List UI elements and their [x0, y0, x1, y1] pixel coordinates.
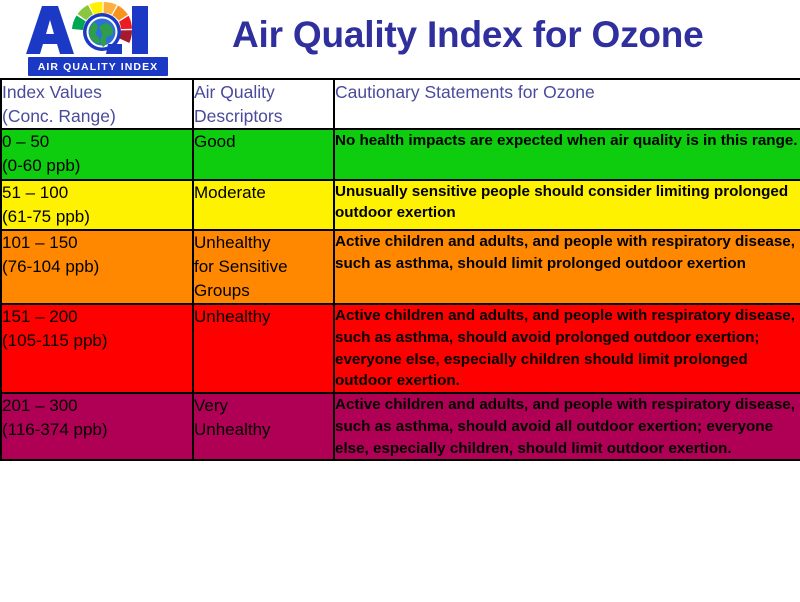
aqi-logo-graphic — [26, 2, 148, 54]
row-descriptor-unhealthy: Unhealthy — [192, 303, 335, 395]
column-header-descriptors-line1: Air Quality — [194, 82, 275, 102]
row-statement-moderate: Unusually sensitive people should consid… — [333, 178, 800, 231]
descriptor-line: for Sensitive — [194, 256, 288, 276]
table-header-row: Index Values (Conc. Range) Air Quality D… — [0, 77, 800, 131]
row-index-range-very-unhealthy: 201 – 300 (116-374 ppb) — [0, 392, 194, 462]
row-index-range-moderate: 51 – 100 (61-75 ppb) — [0, 178, 194, 231]
row-index-range-unhealthy: 151 – 200 (105-115 ppb) — [0, 303, 194, 395]
table-row: 51 – 100 (61-75 ppb) Moderate Unusually … — [0, 178, 800, 231]
index-range-value: 101 – 150 — [2, 232, 78, 252]
table-row: 101 – 150 (76-104 ppb) Unhealthy for Sen… — [0, 228, 800, 306]
row-statement-good: No health impacts are expected when air … — [333, 128, 800, 181]
descriptor-line: Unhealthy — [194, 232, 271, 252]
descriptor-line: Unhealthy — [194, 420, 271, 440]
slide-header: AIR QUALITY INDEX Air Quality Index for … — [0, 0, 800, 78]
row-statement-very-unhealthy: Active children and adults, and people w… — [333, 392, 800, 462]
table-row: 201 – 300 (116-374 ppb) Very Unhealthy A… — [0, 392, 800, 462]
row-descriptor-very-unhealthy: Very Unhealthy — [192, 392, 335, 462]
conc-range-value: (116-374 ppb) — [2, 420, 108, 440]
aqi-logo-banner-text: AIR QUALITY INDEX — [37, 60, 159, 73]
column-header-descriptors-line2: Descriptors — [194, 106, 283, 127]
index-range-value: 151 – 200 — [2, 307, 78, 327]
descriptor-line: Unhealthy — [194, 307, 271, 327]
row-statement-usg: Active children and adults, and people w… — [333, 228, 800, 306]
descriptor-line: Groups — [194, 281, 250, 301]
index-range-value: 51 – 100 — [2, 182, 69, 202]
index-range-value: 201 – 300 — [2, 396, 78, 416]
aqi-table: Index Values (Conc. Range) Air Quality D… — [0, 77, 800, 462]
conc-range-value: (0-60 ppb) — [2, 156, 81, 176]
column-header-index-values-line1: Index Values — [2, 82, 102, 102]
column-header-index-values-line2: (Conc. Range) — [2, 106, 116, 127]
column-header-descriptors: Air Quality Descriptors — [192, 77, 335, 131]
row-statement-unhealthy: Active children and adults, and people w… — [333, 303, 800, 395]
aqi-logo-banner: AIR QUALITY INDEX — [28, 57, 168, 76]
column-header-index-values: Index Values (Conc. Range) — [0, 77, 194, 131]
descriptor-line: Good — [194, 132, 236, 152]
page-title: Air Quality Index for Ozone — [232, 14, 704, 55]
descriptor-line: Moderate — [194, 182, 266, 202]
row-index-range-usg: 101 – 150 (76-104 ppb) — [0, 228, 194, 306]
row-descriptor-moderate: Moderate — [192, 178, 335, 231]
aqi-logo-mark — [22, 2, 170, 56]
aqi-logo: AIR QUALITY INDEX — [22, 2, 170, 78]
row-descriptor-usg: Unhealthy for Sensitive Groups — [192, 228, 335, 306]
table-row: 151 – 200 (105-115 ppb) Unhealthy Active… — [0, 303, 800, 395]
conc-range-value: (61-75 ppb) — [2, 206, 90, 226]
index-range-value: 0 – 50 — [2, 132, 50, 152]
row-descriptor-good: Good — [192, 128, 335, 181]
conc-range-value: (105-115 ppb) — [2, 331, 108, 351]
conc-range-value: (76-104 ppb) — [2, 256, 100, 276]
row-index-range-good: 0 – 50 (0-60 ppb) — [0, 128, 194, 181]
table-row: 0 – 50 (0-60 ppb) Good No health impacts… — [0, 128, 800, 181]
column-header-statements: Cautionary Statements for Ozone — [333, 77, 800, 131]
column-header-statements-text: Cautionary Statements for Ozone — [335, 82, 595, 102]
descriptor-line: Very — [194, 396, 229, 416]
